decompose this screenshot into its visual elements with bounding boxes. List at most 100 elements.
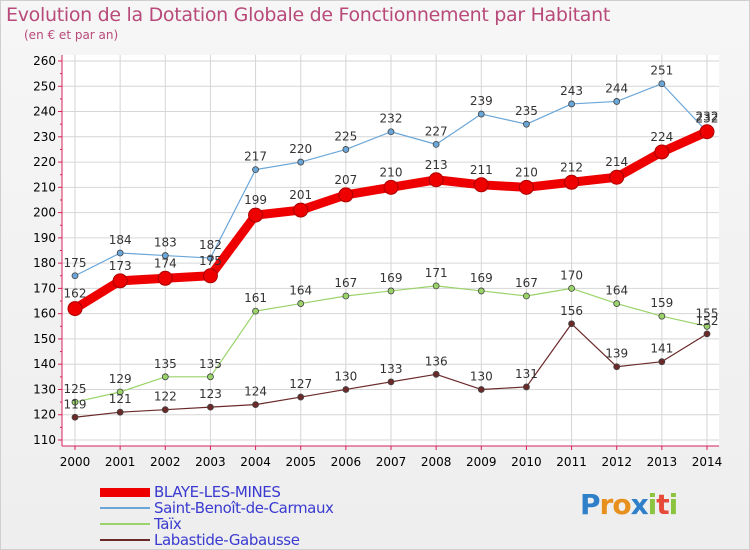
data-point-ta-x [477,287,485,295]
data-point-saint-beno-t-de-carmaux [477,110,485,118]
data-label-labastide-gabausse: 141 [650,342,673,356]
data-label-blaye-les-mines: 174 [154,256,177,270]
data-label-blaye-les-mines: 224 [650,130,673,144]
data-point-ta-x [703,322,711,330]
data-label-saint-beno-t-de-carmaux: 184 [109,233,132,247]
data-label-ta-x: 135 [199,357,222,371]
chart-title: Evolution de la Dotation Globale de Fonc… [6,4,611,26]
data-point-ta-x [658,312,666,320]
data-point-blaye-les-mines [428,172,444,188]
y-tick-label: 240 [33,105,56,119]
data-point-labastide-gabausse [432,370,440,378]
data-label-ta-x: 167 [515,276,538,290]
legend-item: Labastide-Gabausse [100,531,334,549]
data-point-labastide-gabausse [613,363,621,371]
data-label-ta-x: 167 [334,276,357,290]
data-point-ta-x [297,300,305,307]
x-tick-label: 2009 [466,455,497,469]
data-label-labastide-gabausse: 127 [289,377,312,391]
data-label-saint-beno-t-de-carmaux: 232 [380,112,403,126]
data-label-ta-x: 125 [64,382,87,396]
data-label-ta-x: 164 [289,284,312,298]
data-point-saint-beno-t-de-carmaux [116,249,124,257]
data-point-labastide-gabausse [71,413,79,421]
data-point-ta-x [252,307,259,315]
data-label-blaye-les-mines: 212 [560,160,583,174]
x-tick-label: 2005 [285,455,316,469]
data-label-labastide-gabausse: 123 [199,387,222,401]
data-label-saint-beno-t-de-carmaux: 244 [605,81,628,95]
data-label-ta-x: 161 [244,291,267,305]
data-point-labastide-gabausse [297,393,305,401]
data-point-blaye-les-mines [609,169,625,185]
data-label-labastide-gabausse: 124 [244,385,267,399]
data-point-ta-x [71,398,79,406]
data-label-saint-beno-t-de-carmaux: 239 [470,94,493,108]
data-point-ta-x [207,373,214,381]
data-label-labastide-gabausse: 136 [425,354,448,368]
x-tick-label: 2007 [376,455,407,469]
data-label-blaye-les-mines: 210 [515,165,538,179]
data-label-saint-beno-t-de-carmaux: 227 [425,124,448,138]
x-tick-label: 2004 [240,455,271,469]
y-tick-label: 180 [33,256,56,270]
data-label-blaye-les-mines: 232 [696,110,719,124]
x-tick-label: 2011 [556,455,587,469]
data-point-saint-beno-t-de-carmaux [342,146,350,153]
x-tick-label: 2000 [60,455,91,469]
data-label-labastide-gabausse: 156 [560,304,583,318]
data-point-labastide-gabausse [207,403,214,411]
data-point-blaye-les-mines [338,187,354,203]
x-tick-label: 2001 [105,455,136,469]
data-label-blaye-les-mines: 201 [289,188,312,202]
legend-swatch [100,507,150,509]
y-tick-label: 210 [33,180,56,194]
data-point-labastide-gabausse [658,358,666,366]
data-point-ta-x [432,282,440,290]
x-tick-label: 2002 [150,455,181,469]
data-point-ta-x [613,300,621,307]
data-point-saint-beno-t-de-carmaux [523,120,530,128]
x-tick-label: 2013 [647,455,678,469]
legend-label: Saint-Benoît-de-Carmaux [154,499,334,517]
y-tick-label: 140 [33,357,56,371]
data-label-saint-beno-t-de-carmaux: 183 [154,236,177,250]
y-tick-label: 190 [33,231,56,245]
data-point-ta-x [523,292,530,300]
data-point-labastide-gabausse [116,408,124,416]
data-label-blaye-les-mines: 214 [605,155,628,169]
legend-label: BLAYE-LES-MINES [154,483,281,501]
data-point-blaye-les-mines [112,273,128,289]
data-label-labastide-gabausse: 139 [605,347,628,361]
legend-item: BLAYE-LES-MINES [100,483,334,501]
data-point-labastide-gabausse [252,401,259,409]
x-tick-label: 2008 [421,455,452,469]
data-label-saint-beno-t-de-carmaux: 225 [334,129,357,143]
data-point-ta-x [116,388,124,396]
data-label-blaye-les-mines: 211 [470,163,493,177]
data-point-blaye-les-mines [699,124,715,140]
data-point-blaye-les-mines [67,301,83,317]
data-point-saint-beno-t-de-carmaux [432,140,440,148]
data-point-ta-x [161,373,169,381]
data-label-labastide-gabausse: 133 [380,362,403,376]
data-point-blaye-les-mines [202,268,218,284]
y-tick-label: 230 [33,130,56,144]
data-label-blaye-les-mines: 199 [244,193,267,207]
data-point-labastide-gabausse [342,386,350,393]
data-point-labastide-gabausse [387,378,395,386]
data-point-blaye-les-mines [248,207,264,223]
x-tick-label: 2010 [511,455,542,469]
data-label-ta-x: 170 [560,268,583,282]
data-point-saint-beno-t-de-carmaux [252,166,259,174]
legend-item: Saint-Benoît-de-Carmaux [100,499,334,517]
data-label-saint-beno-t-de-carmaux: 182 [199,238,222,252]
data-point-labastide-gabausse [161,406,169,414]
data-label-ta-x: 135 [154,357,177,371]
legend-label: Taïx [154,515,182,533]
data-label-saint-beno-t-de-carmaux: 235 [515,104,538,118]
y-tick-label: 120 [33,408,56,422]
proxiti-logo: Proxiti [580,488,678,521]
data-point-saint-beno-t-de-carmaux [71,272,79,280]
chart-subtitle: (en € et par an) [24,28,119,42]
